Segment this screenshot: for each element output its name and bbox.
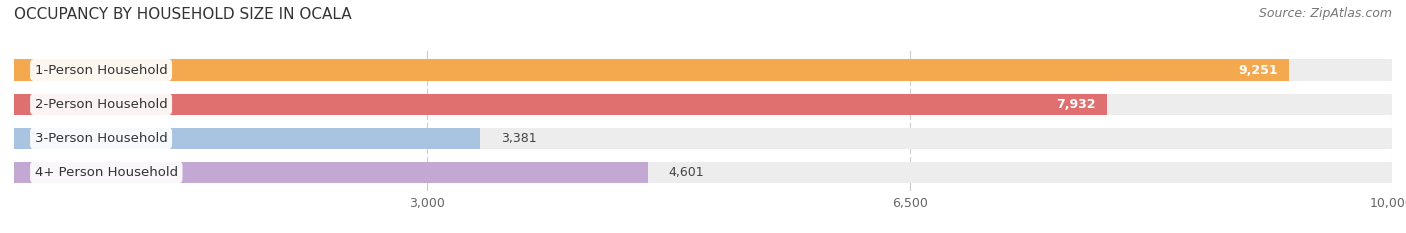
Bar [14,59,1289,81]
Text: 7,932: 7,932 [1056,98,1095,111]
Text: 2-Person Household: 2-Person Household [35,98,167,111]
Text: OCCUPANCY BY HOUSEHOLD SIZE IN OCALA: OCCUPANCY BY HOUSEHOLD SIZE IN OCALA [14,7,352,22]
Text: 3-Person Household: 3-Person Household [35,132,167,145]
Bar [14,93,1392,115]
Bar [14,162,1392,183]
Bar [14,128,479,149]
Text: 4,601: 4,601 [669,166,704,179]
Text: Source: ZipAtlas.com: Source: ZipAtlas.com [1258,7,1392,20]
Text: 3,381: 3,381 [501,132,536,145]
Bar [14,93,1107,115]
Text: 1-Person Household: 1-Person Household [35,64,167,76]
Text: 4+ Person Household: 4+ Person Household [35,166,177,179]
Bar [14,162,648,183]
Text: 9,251: 9,251 [1239,64,1278,76]
Bar [14,59,1392,81]
Bar [14,128,1392,149]
